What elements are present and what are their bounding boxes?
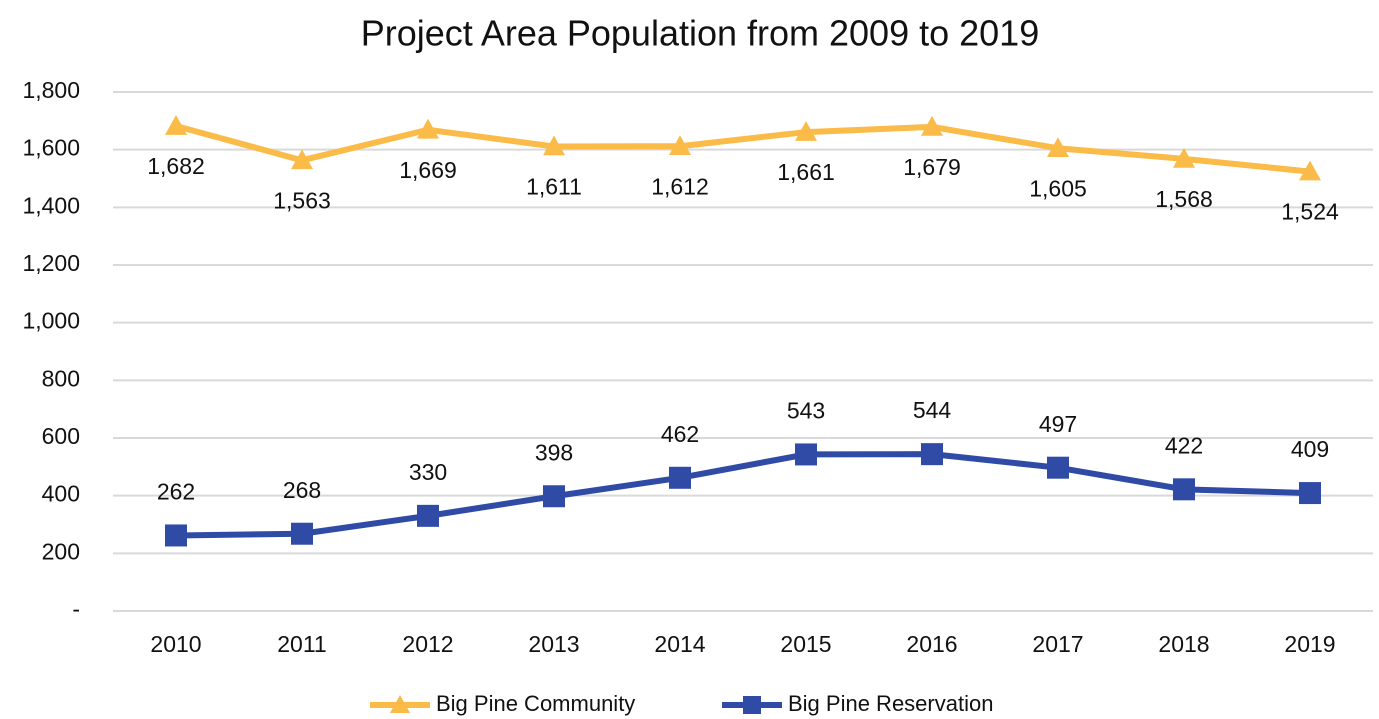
data-label: 1,612 <box>651 173 709 199</box>
y-tick-label: 1,200 <box>22 250 80 276</box>
y-tick-label: 200 <box>42 538 80 564</box>
marker <box>417 118 439 139</box>
marker <box>543 485 565 508</box>
data-label: 1,611 <box>526 174 582 200</box>
data-label: 1,524 <box>1281 199 1339 225</box>
data-label: 1,679 <box>903 154 961 180</box>
data-label: 543 <box>787 398 825 424</box>
x-tick-label: 2019 <box>1284 631 1335 657</box>
x-tick-label: 2017 <box>1032 631 1083 657</box>
marker <box>543 135 565 156</box>
data-label: 1,682 <box>147 153 205 179</box>
y-tick-label: 600 <box>42 423 80 449</box>
marker <box>1047 456 1069 479</box>
data-label: 1,563 <box>273 187 331 213</box>
data-label: 409 <box>1291 436 1329 462</box>
series-line <box>175 451 1311 539</box>
marker <box>1173 147 1195 168</box>
data-label: 330 <box>409 459 447 485</box>
marker <box>795 121 817 141</box>
data-label: 462 <box>661 421 699 447</box>
legend-label: Big Pine Reservation <box>788 691 993 716</box>
marker <box>795 443 817 466</box>
marker <box>669 135 691 156</box>
data-label: 544 <box>913 397 952 423</box>
data-label: 268 <box>283 477 321 503</box>
data-label: 1,661 <box>777 159 835 185</box>
x-tick-label: 2011 <box>277 631 326 657</box>
x-tick-label: 2014 <box>654 631 705 657</box>
data-label: 1,669 <box>399 157 457 183</box>
x-tick-label: 2018 <box>1158 631 1209 657</box>
x-tick-label: 2016 <box>906 631 957 657</box>
y-tick-label: 1,600 <box>22 135 80 161</box>
y-tick-label: 1,400 <box>22 192 80 218</box>
x-tick-label: 2012 <box>402 631 453 657</box>
marker <box>165 115 187 135</box>
x-tick-label: 2010 <box>150 631 201 657</box>
y-tick-label: 1,800 <box>22 77 80 103</box>
x-tick-label: 2015 <box>780 631 831 657</box>
legend-marker <box>743 696 761 714</box>
y-tick-label: 800 <box>42 365 80 391</box>
data-label: 1,605 <box>1029 175 1087 201</box>
marker <box>1047 137 1069 158</box>
marker <box>1173 478 1195 501</box>
data-label: 262 <box>157 479 195 505</box>
y-tick-label: 400 <box>42 481 80 507</box>
marker <box>165 524 187 547</box>
marker <box>291 149 313 170</box>
y-tick-label: 1,000 <box>22 308 80 334</box>
legend-label: Big Pine Community <box>436 691 635 716</box>
data-label: 398 <box>535 439 573 465</box>
marker <box>291 522 313 545</box>
marker <box>417 504 439 527</box>
legend-marker <box>390 695 410 713</box>
data-label: 497 <box>1039 411 1077 437</box>
x-tick-label: 2013 <box>528 631 579 657</box>
marker <box>921 443 943 466</box>
marker <box>1299 482 1321 505</box>
marker <box>669 466 691 489</box>
chart-title: Project Area Population from 2009 to 201… <box>361 13 1039 54</box>
data-label: 1,568 <box>1155 186 1213 212</box>
marker <box>921 115 943 136</box>
series-line <box>175 123 1311 175</box>
marker <box>1299 160 1321 181</box>
data-label: 422 <box>1165 432 1203 458</box>
y-tick-label: - <box>72 596 80 622</box>
